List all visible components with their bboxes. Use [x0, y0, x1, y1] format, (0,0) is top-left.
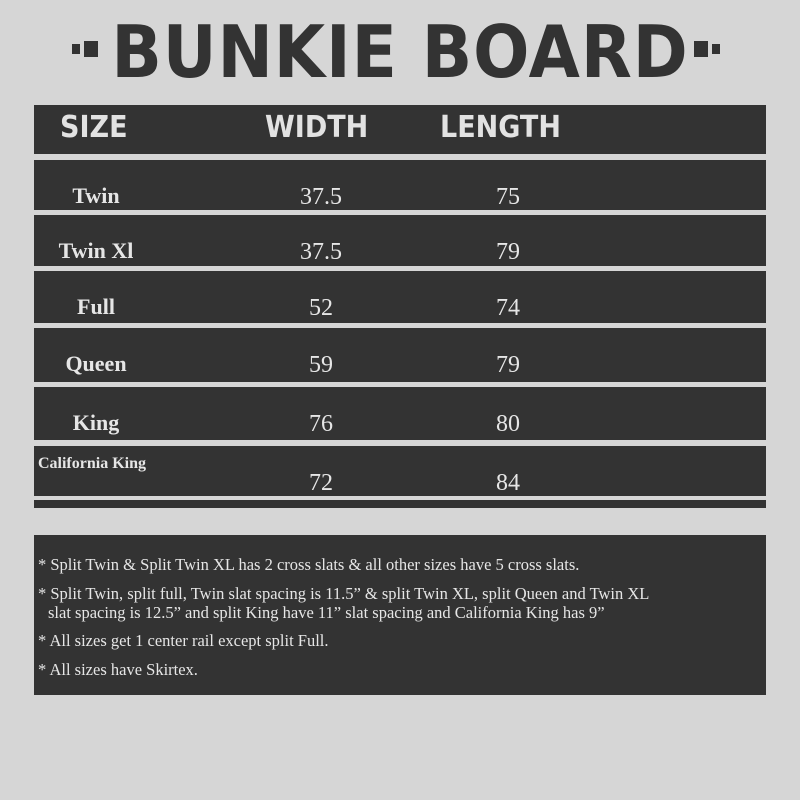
- title-decoration-left: [84, 41, 98, 57]
- table-row: [34, 328, 766, 382]
- note: * All sizes get 1 center rail except spl…: [38, 631, 329, 650]
- size-cell: Queen: [65, 351, 127, 376]
- length-cell: 80: [496, 411, 520, 437]
- size-cell: Full: [77, 294, 115, 319]
- title-decoration-left: [72, 44, 80, 54]
- note: * Split Twin & Split Twin XL has 2 cross…: [38, 555, 580, 574]
- length-cell: 75: [496, 184, 520, 210]
- table-row: [34, 271, 766, 323]
- width-cell: 37.5: [300, 184, 342, 210]
- note: slat spacing is 12.5” and split King hav…: [48, 603, 605, 622]
- size-cell: Twin Xl: [58, 238, 134, 263]
- title-decoration-right: [694, 41, 708, 57]
- width-cell: 59: [309, 352, 333, 378]
- header-width: WIDTH: [265, 110, 369, 145]
- size-cell: California King: [37, 455, 146, 472]
- title-decoration-right: [712, 44, 720, 54]
- header-size: SIZE: [60, 110, 128, 145]
- header-length: LENGTH: [440, 110, 561, 145]
- length-cell: 74: [496, 295, 520, 321]
- note: * All sizes have Skirtex.: [38, 660, 198, 679]
- size-cell: King: [72, 410, 120, 435]
- length-cell: 79: [496, 352, 520, 378]
- table-header: [34, 105, 766, 154]
- width-cell: 72: [309, 470, 333, 496]
- table-footer-bar: [34, 500, 766, 508]
- table-row: [34, 215, 766, 266]
- length-cell: 84: [496, 470, 520, 496]
- width-cell: 52: [309, 295, 333, 321]
- table-row: [34, 387, 766, 440]
- note: * Split Twin, split full, Twin slat spac…: [38, 584, 650, 603]
- size-cell: Twin: [72, 183, 120, 208]
- width-cell: 76: [309, 411, 333, 437]
- length-cell: 79: [496, 239, 520, 265]
- page-title: BUNKIE BOARD: [111, 10, 689, 94]
- notes-panel: * Split Twin & Split Twin XL has 2 cross…: [34, 535, 766, 695]
- table-row: [34, 446, 766, 496]
- table-row: [34, 160, 766, 210]
- width-cell: 37.5: [300, 239, 342, 265]
